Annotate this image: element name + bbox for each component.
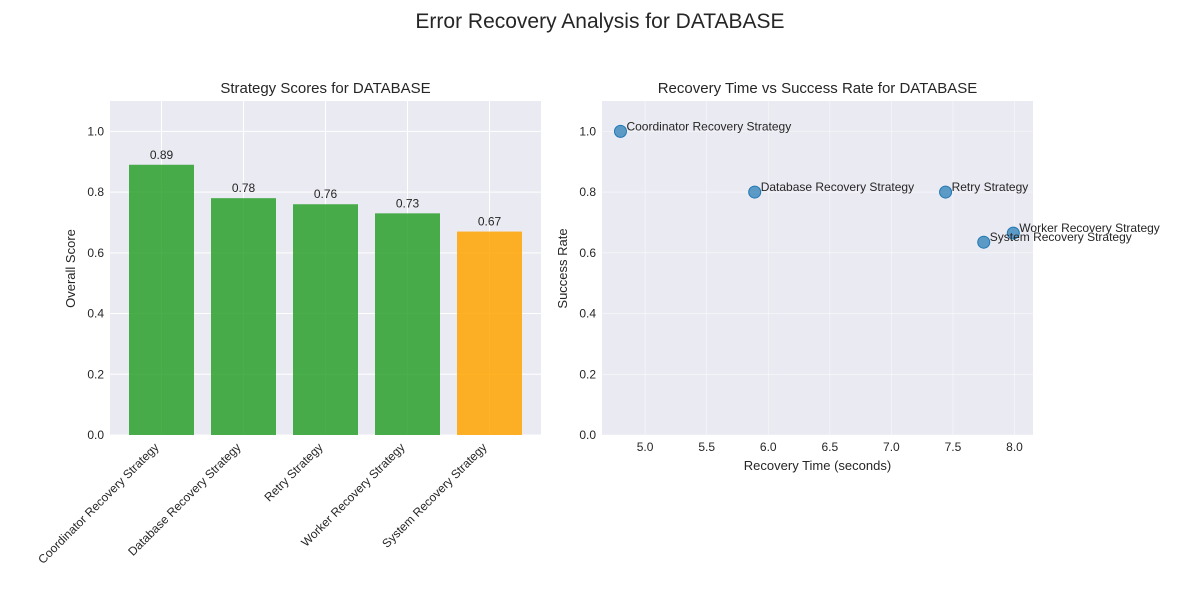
scatter-chart: Recovery Time vs Success Rate for DATABA… [555,80,1160,473]
bar-y-tick-label: 0.6 [87,246,104,260]
bar [293,204,358,435]
figure-title: Error Recovery Analysis for DATABASE [415,10,784,33]
scatter-y-tick-label: 0.4 [579,307,596,321]
bar-value-label: 0.67 [478,215,502,229]
scatter-point-label: Database Recovery Strategy [761,180,914,194]
scatter-y-tick-label: 0.0 [579,428,596,442]
scatter-point-label: System Recovery Strategy [990,230,1132,244]
scatter-point [977,235,991,249]
scatter-x-tick-label: 5.5 [698,440,715,454]
scatter-x-tick-label: 7.5 [945,440,962,454]
scatter-x-tick-label: 6.5 [821,440,838,454]
scatter-y-tick-label: 0.8 [579,185,596,199]
bar [457,231,522,435]
bar-value-label: 0.76 [314,187,338,201]
scatter-x-tick-label: 6.0 [760,440,777,454]
scatter-chart-ylabel: Success Rate [555,228,570,308]
bar-y-tick-label: 0.2 [87,367,104,381]
bar-y-tick-label: 0.0 [87,428,104,442]
scatter-point [939,185,953,199]
scatter-point [613,124,627,138]
bar-chart: Strategy Scores for DATABASE Overall Sco… [35,80,541,567]
scatter-point [1006,226,1020,240]
bar-value-label: 0.73 [396,196,420,210]
bar-chart-title: Strategy Scores for DATABASE [220,80,430,97]
bar-value-label: 0.78 [232,181,256,195]
scatter-y-tick-label: 0.2 [579,367,596,381]
bar-chart-ylabel: Overall Score [63,229,78,308]
bar-y-tick-label: 0.4 [87,307,104,321]
scatter-y-tick-label: 1.0 [579,124,596,138]
scatter-y-tick-label: 0.6 [579,246,596,260]
scatter-x-tick-label: 8.0 [1006,440,1023,454]
bar [211,198,276,435]
scatter-point-label: Retry Strategy [952,180,1029,194]
bar-y-tick-label: 1.0 [87,124,104,138]
scatter-point-label: Coordinator Recovery Strategy [626,119,791,133]
scatter-point-label: Worker Recovery Strategy [1019,221,1160,235]
bar-y-tick-label: 0.8 [87,185,104,199]
bar [375,213,440,435]
scatter-point [748,185,762,199]
scatter-chart-title: Recovery Time vs Success Rate for DATABA… [658,80,978,97]
bar-value-label: 0.89 [150,148,174,162]
bar-x-tick-label: Retry Strategy [261,440,325,504]
scatter-plot-area [602,101,1033,435]
scatter-chart-xlabel: Recovery Time (seconds) [744,458,891,473]
scatter-x-tick-label: 7.0 [883,440,900,454]
scatter-x-tick-label: 5.0 [637,440,654,454]
bar [129,164,194,435]
